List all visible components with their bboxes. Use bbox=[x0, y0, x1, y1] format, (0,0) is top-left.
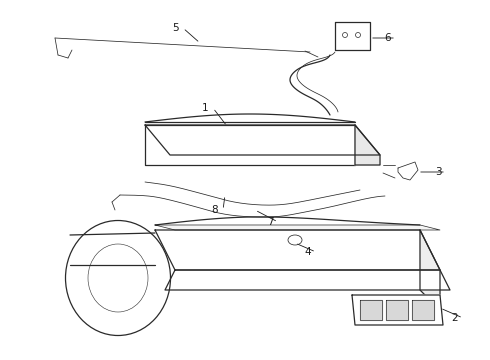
Polygon shape bbox=[155, 225, 440, 230]
Text: 4: 4 bbox=[305, 247, 311, 257]
Text: 1: 1 bbox=[202, 103, 208, 113]
Polygon shape bbox=[355, 125, 380, 165]
Polygon shape bbox=[165, 270, 450, 290]
Polygon shape bbox=[145, 125, 380, 155]
Text: 2: 2 bbox=[452, 313, 458, 323]
Polygon shape bbox=[398, 162, 418, 180]
Text: 3: 3 bbox=[435, 167, 441, 177]
Polygon shape bbox=[386, 300, 408, 320]
Polygon shape bbox=[420, 230, 440, 310]
Text: 8: 8 bbox=[212, 205, 219, 215]
Polygon shape bbox=[155, 230, 440, 270]
Text: 7: 7 bbox=[267, 217, 273, 227]
Polygon shape bbox=[360, 300, 382, 320]
Polygon shape bbox=[145, 125, 355, 165]
Text: 6: 6 bbox=[385, 33, 392, 43]
Polygon shape bbox=[352, 295, 443, 325]
Text: 5: 5 bbox=[172, 23, 178, 33]
Polygon shape bbox=[335, 22, 370, 50]
Polygon shape bbox=[412, 300, 434, 320]
